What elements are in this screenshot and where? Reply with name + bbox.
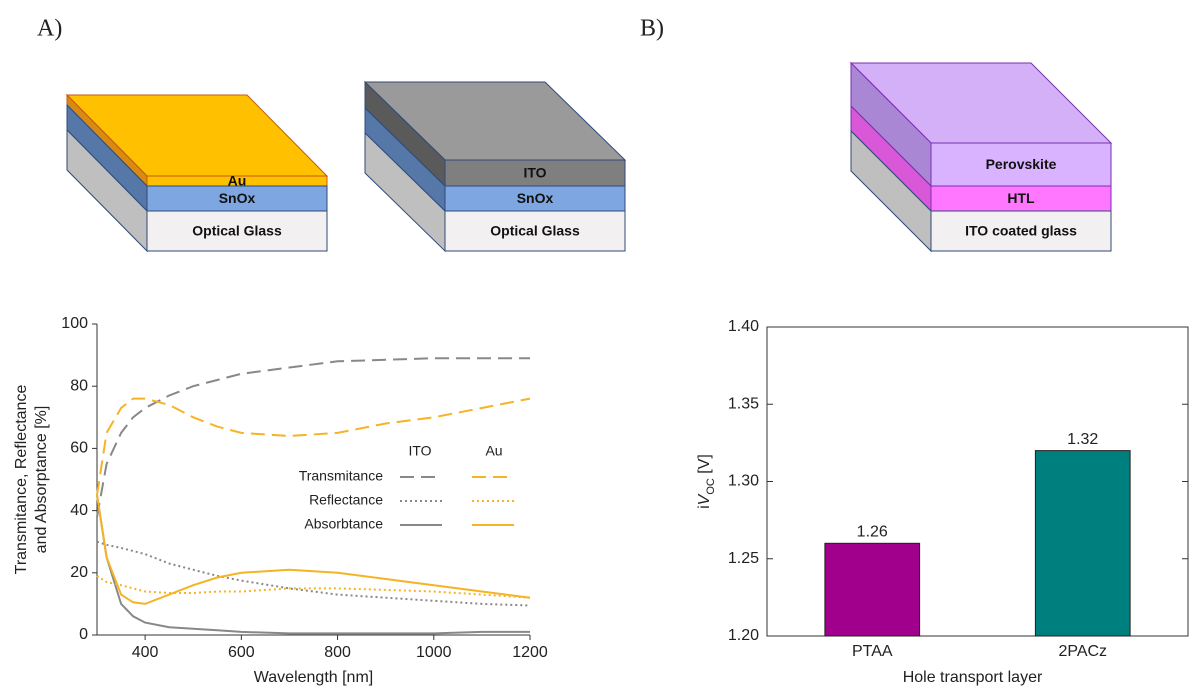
y-tick-label: 40 bbox=[70, 502, 88, 519]
x-tick-label: 800 bbox=[324, 644, 351, 661]
x-tick-label: 1000 bbox=[416, 644, 452, 661]
y-axis-label-part: OC bbox=[705, 478, 717, 495]
y-tick-label: 1.35 bbox=[728, 395, 759, 412]
y-axis-label: iVOC [V] bbox=[696, 454, 717, 509]
y-tick-label: 1.30 bbox=[728, 473, 759, 490]
bar bbox=[1034, 450, 1131, 637]
y-tick-label: 0 bbox=[79, 626, 88, 643]
diagram-layer bbox=[444, 159, 626, 187]
layer-label: HTL bbox=[1007, 190, 1035, 206]
data-line bbox=[96, 397, 531, 496]
panel-label: A) bbox=[37, 16, 62, 42]
data-line bbox=[96, 494, 530, 635]
y-axis-label-part: [V] bbox=[696, 454, 713, 478]
panel-label: B) bbox=[640, 16, 664, 42]
layer-label: Perovskite bbox=[986, 156, 1057, 172]
x-axis-label: Hole transport layer bbox=[903, 669, 1043, 686]
layer-label: SnOx bbox=[517, 190, 554, 206]
data-line bbox=[96, 540, 531, 607]
legend-label: Absorbtance bbox=[304, 516, 383, 532]
bar bbox=[824, 542, 921, 637]
legend-header: Au bbox=[485, 443, 502, 459]
y-tick-label: 1.20 bbox=[728, 627, 759, 644]
layer-label: Optical Glass bbox=[192, 223, 282, 239]
y-tick-label: 1.25 bbox=[728, 550, 759, 567]
y-axis-label-part: i bbox=[696, 505, 713, 509]
layer-label: Optical Glass bbox=[490, 223, 580, 239]
legend-label: Transmitance bbox=[299, 468, 384, 484]
x-tick-label: PTAA bbox=[852, 643, 893, 660]
legend-header: ITO bbox=[408, 443, 431, 459]
legend-label: Reflectance bbox=[309, 492, 383, 508]
x-axis-label: Wavelength [nm] bbox=[254, 669, 373, 686]
diagram-layer bbox=[930, 210, 1112, 252]
y-tick-label: 80 bbox=[70, 377, 88, 394]
data-line bbox=[96, 575, 531, 599]
value-label: 1.26 bbox=[857, 524, 888, 541]
x-tick-label: 1200 bbox=[512, 644, 548, 661]
diagram-layer bbox=[930, 142, 1112, 187]
diagram-layer bbox=[146, 185, 328, 212]
y-axis-label: Transmitance, Reflectance bbox=[13, 385, 30, 575]
diagram-layer bbox=[146, 210, 328, 252]
layer-label: SnOx bbox=[219, 190, 256, 206]
value-label: 1.32 bbox=[1067, 431, 1098, 448]
y-tick-label: 60 bbox=[70, 440, 88, 457]
data-line bbox=[96, 494, 531, 605]
data-line bbox=[96, 357, 530, 517]
layer-label: ITO coated glass bbox=[965, 223, 1077, 239]
y-tick-label: 1.40 bbox=[728, 318, 759, 335]
x-tick-label: 2PACz bbox=[1058, 643, 1107, 660]
y-axis-label: and Absorptance [%] bbox=[33, 406, 50, 554]
diagram-layer bbox=[444, 185, 626, 212]
y-tick-label: 20 bbox=[70, 564, 88, 581]
layer-label: ITO bbox=[523, 165, 546, 181]
y-tick-label: 100 bbox=[61, 315, 88, 332]
y-axis-label-part: V bbox=[696, 493, 713, 505]
x-tick-label: 600 bbox=[228, 644, 255, 661]
layer-label: Au bbox=[228, 173, 247, 189]
x-tick-label: 400 bbox=[132, 644, 159, 661]
diagram-layer bbox=[444, 210, 626, 252]
